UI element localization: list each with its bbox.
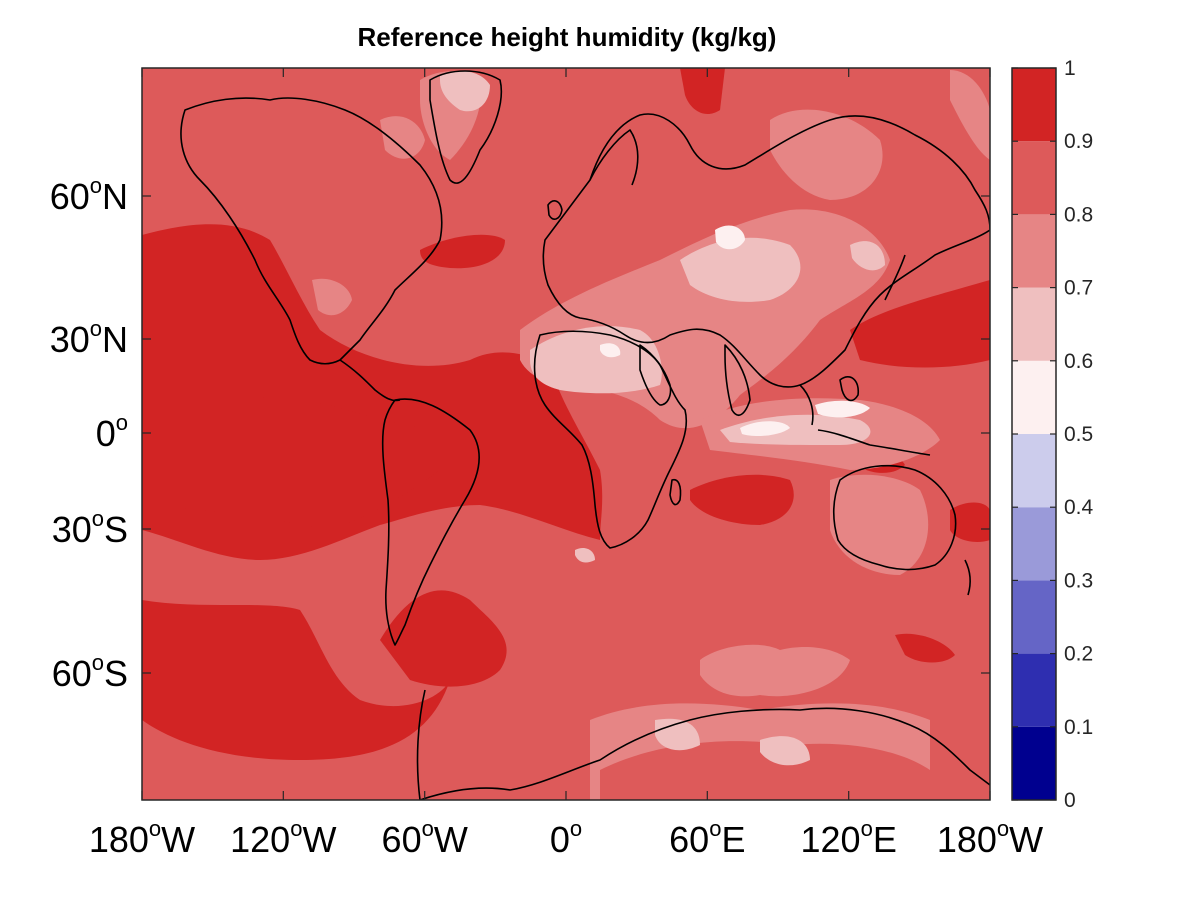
colorbar-band — [1012, 653, 1056, 727]
colorbar-ticks — [1012, 67, 1056, 801]
humidity-band-0.5-0.6 — [600, 225, 870, 436]
chart-title: Reference height humidity (kg/kg) — [357, 22, 777, 52]
humidity-band-antarctica — [600, 741, 930, 800]
colorbar: 0 0.1 0.2 0.3 0.4 0.5 0.6 0.7 0.8 0.9 1 — [1011, 57, 1094, 812]
y-tick-label: 60oN — [50, 173, 128, 217]
colorbar-band — [1012, 68, 1056, 142]
y-tick-label: 30oN — [50, 316, 128, 360]
humidity-map — [142, 68, 990, 800]
y-tick-label: 60oS — [52, 650, 128, 694]
colorbar-tick-label: 1 — [1064, 57, 1076, 80]
y-tick-labels: 60oN 30oN 0o 30oS 60oS — [50, 173, 128, 694]
colorbar-tick-label: 0.5 — [1064, 423, 1093, 446]
y-tick-marks — [142, 195, 990, 674]
x-tick-label: 60oW — [382, 816, 468, 860]
x-tick-label: 180oW — [937, 816, 1043, 860]
colorbar-band — [1012, 726, 1056, 800]
x-tick-labels: 180oW 120oW 60oW 0o 60oE 120oE 180oW — [89, 816, 1043, 860]
colorbar-tick-labels: 0 0.1 0.2 0.3 0.4 0.5 0.6 0.7 0.8 0.9 1 — [1064, 57, 1094, 812]
x-tick-label: 0o — [550, 816, 582, 860]
colorbar-tick-label: 0 — [1064, 789, 1076, 812]
colorbar-band — [1012, 360, 1056, 434]
x-tick-label: 120oE — [801, 816, 897, 860]
colorbar-bands — [1012, 68, 1056, 800]
colorbar-band — [1012, 434, 1056, 508]
colorbar-tick-label: 0.3 — [1064, 569, 1093, 592]
colorbar-band — [1012, 507, 1056, 581]
colorbar-tick-label: 0.2 — [1064, 643, 1093, 666]
y-tick-label: 30oS — [52, 506, 128, 550]
humidity-band-0.9-1.0 — [142, 68, 990, 760]
y-tick-label: 0o — [96, 410, 128, 454]
colorbar-tick-label: 0.9 — [1064, 130, 1093, 153]
colorbar-tick-label: 0.7 — [1064, 277, 1093, 300]
colorbar-tick-label: 0.1 — [1064, 716, 1093, 739]
x-tick-label: 60oE — [669, 816, 745, 860]
x-tick-label: 120oW — [230, 816, 336, 860]
colorbar-band — [1012, 287, 1056, 361]
colorbar-tick-label: 0.8 — [1064, 203, 1093, 226]
colorbar-tick-label: 0.4 — [1064, 496, 1094, 519]
colorbar-band — [1012, 580, 1056, 654]
humidity-band-0.6-0.7 — [440, 71, 885, 766]
colorbar-tick-label: 0.6 — [1064, 350, 1093, 373]
x-tick-marks — [141, 68, 991, 800]
coastlines — [180, 70, 990, 800]
map-axes: 180oW 120oW 60oW 0o 60oE 120oE 180oW 60oN 30oN 0… — [50, 67, 1043, 860]
x-tick-label: 180oW — [89, 816, 195, 860]
colorbar-band — [1012, 141, 1056, 215]
colorbar-band — [1012, 214, 1056, 288]
